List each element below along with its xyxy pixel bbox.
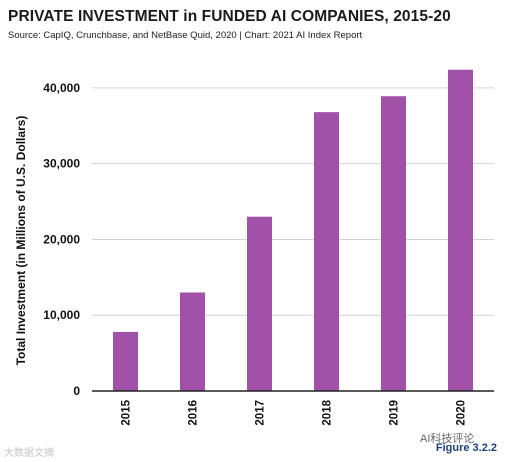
x-tick-label: 2020: [456, 400, 468, 426]
y-tick-labels: 0 10,000 20,000 30,000 40,000: [43, 81, 80, 398]
x-tick-label: 2018: [322, 399, 334, 425]
grid-lines: [92, 87, 494, 316]
x-tick-label: 2016: [188, 400, 200, 426]
bar-2019: [381, 96, 406, 392]
y-tick-label: 40,000: [43, 81, 80, 95]
x-tick-label: 2015: [121, 399, 133, 425]
y-tick-label: 20,000: [43, 232, 80, 246]
x-tick-label: 2019: [389, 400, 401, 426]
y-tick-label: 30,000: [43, 157, 80, 171]
figure-label: Figure 3.2.2: [435, 442, 497, 454]
bar-2016: [180, 292, 205, 391]
chart-title: PRIVATE INVESTMENT in FUNDED AI COMPANIE…: [8, 8, 451, 25]
y-tick-label: 0: [73, 384, 80, 398]
bar-2018: [314, 112, 339, 391]
y-tick-label: 10,000: [43, 308, 80, 322]
bar-2020: [448, 69, 473, 392]
chart-source: Source: CapIQ, Crunchbase, and NetBase Q…: [8, 30, 363, 41]
bar-2015: [113, 331, 138, 391]
bar-2017: [247, 216, 272, 391]
bars: [113, 69, 473, 392]
watermark-right: AI科技评论: [420, 433, 475, 445]
y-axis-title: Total Investment (in Millions of U.S. Do…: [14, 116, 28, 366]
watermark-left: 大数据文摘: [4, 448, 54, 459]
x-tick-labels: 2015 2016 2017 2018 2019 2020: [121, 399, 468, 425]
x-tick-label: 2017: [255, 400, 267, 426]
